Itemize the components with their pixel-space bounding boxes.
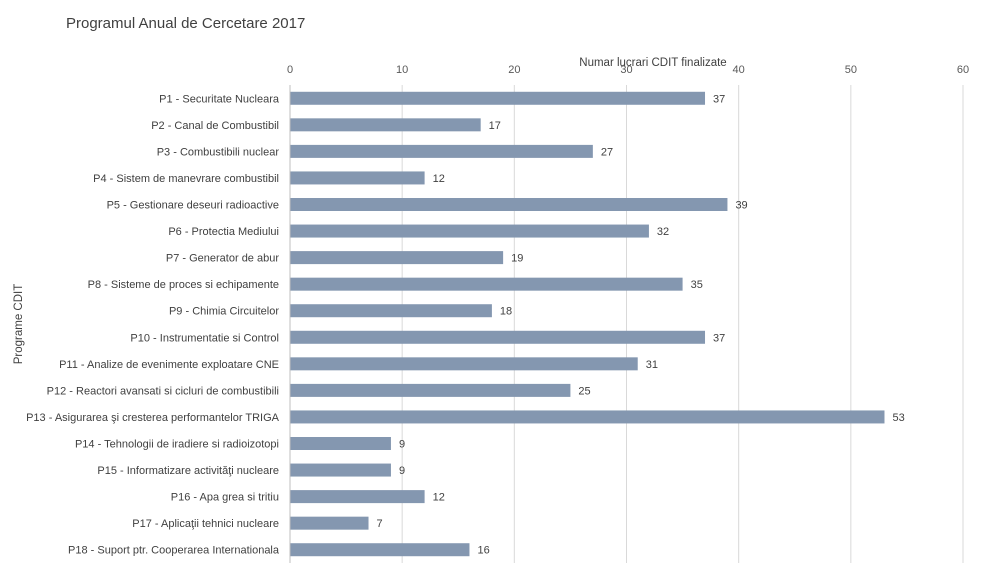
category-label: P7 - Generator de abur	[166, 253, 279, 265]
bar	[290, 171, 425, 185]
category-label: P8 - Sisteme de proces si echipamente	[88, 279, 279, 291]
x-tick-label: 0	[287, 64, 293, 76]
category-label: P17 - Aplicaţii tehnici nucleare	[132, 518, 279, 530]
category-label: P6 - Protectia Mediului	[168, 226, 279, 238]
data-label: 35	[691, 279, 703, 291]
bar	[290, 490, 425, 504]
category-label: P16 - Apa grea si tritiu	[171, 492, 279, 504]
bar	[290, 543, 470, 557]
bar	[290, 437, 391, 450]
data-label: 37	[713, 332, 725, 344]
data-label: 17	[489, 120, 501, 132]
bar	[290, 330, 706, 344]
data-label: 7	[377, 518, 383, 530]
data-label: 53	[892, 412, 904, 424]
bar	[290, 383, 571, 397]
x-tick-label: 50	[845, 64, 857, 76]
bar	[290, 304, 492, 318]
category-label: P3 - Combustibili nuclear	[157, 146, 280, 158]
data-label: 18	[500, 306, 512, 318]
data-label: 9	[399, 465, 405, 477]
data-label: 37	[713, 93, 725, 105]
data-label: 9	[399, 439, 405, 451]
x-axis-title: Numar lucrari CDIT finalizate	[579, 57, 726, 69]
data-label: 32	[657, 226, 669, 238]
data-label: 31	[646, 359, 658, 371]
category-label: P5 - Gestionare deseuri radioactive	[107, 200, 279, 212]
category-label: P9 - Chimia Circuitelor	[169, 306, 279, 318]
category-label: P13 - Asigurarea şi cresterea performant…	[26, 412, 280, 424]
category-label: P2 - Canal de Combustibil	[151, 120, 279, 132]
x-tick-label: 40	[733, 64, 745, 76]
category-label: P11 - Analize de evenimente exploatare C…	[59, 359, 279, 371]
data-label: 12	[433, 173, 445, 185]
x-tick-label: 60	[957, 64, 969, 76]
x-tick-label: 30	[620, 64, 632, 76]
data-label: 16	[477, 545, 489, 557]
data-label: 12	[433, 492, 445, 504]
bar	[290, 463, 391, 477]
data-label: 19	[511, 253, 523, 265]
bar	[290, 277, 683, 291]
bar	[290, 224, 649, 238]
category-label: P12 - Reactori avansati si cicluri de co…	[47, 385, 279, 397]
chart-title: Programul Anual de Cercetare 2017	[66, 15, 306, 32]
bar	[290, 516, 369, 530]
data-label: 27	[601, 146, 613, 158]
y-axis-title: Programe CDIT	[13, 284, 25, 365]
category-label: P14 - Tehnologii de iradiere si radioizo…	[75, 439, 279, 451]
data-label: 25	[578, 385, 590, 397]
x-tick-label: 10	[396, 64, 408, 76]
bar	[290, 410, 885, 424]
bar	[290, 357, 638, 371]
bar	[290, 144, 593, 158]
bar	[290, 118, 481, 132]
data-label: 39	[735, 200, 747, 212]
category-label: P1 - Securitate Nucleara	[159, 93, 280, 105]
x-tick-label: 20	[508, 64, 520, 76]
category-label: P18 - Suport ptr. Cooperarea Internation…	[68, 545, 280, 557]
bar	[290, 198, 728, 211]
category-label: P4 - Sistem de manevrare combustibil	[93, 173, 279, 185]
bar	[290, 91, 706, 105]
bar	[290, 251, 504, 265]
category-label: P15 - Informatizare activităţi nucleare	[97, 465, 279, 477]
category-label: P10 - Instrumentatie si Control	[130, 332, 279, 344]
